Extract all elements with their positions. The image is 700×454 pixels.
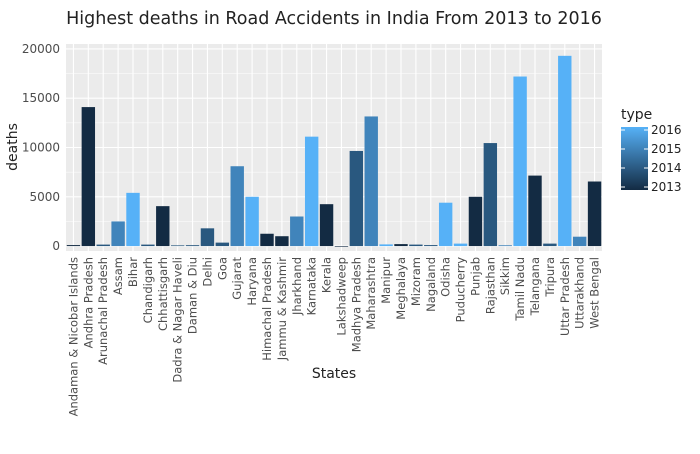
bar-tamil-nadu <box>513 76 527 247</box>
bar-jharkhand <box>290 216 304 247</box>
y-tick-label: 10000 <box>22 141 60 155</box>
bars <box>66 55 602 247</box>
legend-title: type <box>621 107 652 123</box>
legend: type 2016 2015 2014 2013 <box>621 107 682 194</box>
x-tick-label: Puducherry <box>454 257 468 323</box>
bar-chhattisgarh <box>156 206 170 247</box>
bar-delhi <box>200 228 215 247</box>
x-tick-label: Andaman & Nicobar Islands <box>66 257 80 416</box>
x-tick-label: Chandigarh <box>141 257 155 323</box>
bar-karnataka <box>304 136 319 247</box>
x-tick-label: Dadra & Nagar Haveli <box>171 257 185 383</box>
x-tick-label: Karnataka <box>305 257 319 315</box>
bar-himachal-pradesh <box>260 233 274 247</box>
bar-rajasthan <box>483 143 498 247</box>
bar-chandigarh <box>141 244 155 247</box>
x-tick-label: Nagaland <box>424 257 438 312</box>
x-tick-label: Goa <box>215 257 229 280</box>
x-tick-label: Assam <box>111 257 125 295</box>
bar-arunachal-pradesh <box>96 244 110 247</box>
bar-telangana <box>528 175 542 247</box>
bar-tripura <box>543 243 557 247</box>
bar-andaman-nicobar-islands <box>66 245 81 247</box>
bar-mizoram <box>409 244 423 247</box>
x-tick-label: Gujarat <box>230 257 244 300</box>
x-tick-label: Meghalaya <box>394 257 408 320</box>
legend-colorbar <box>621 127 648 190</box>
x-tick-label: Rajasthan <box>483 257 497 314</box>
y-axis-ticks: 0 5000 10000 15000 20000 <box>22 42 60 253</box>
x-tick-label: Manipur <box>379 257 393 304</box>
legend-label: 2016 <box>651 123 682 137</box>
x-tick-label: Bihar <box>126 257 140 287</box>
legend-label: 2015 <box>651 142 682 156</box>
x-tick-label: Uttarakhand <box>573 257 587 329</box>
bar-andhra-pradesh <box>81 107 96 247</box>
bar-gujarat <box>230 166 244 247</box>
bar-dadra-nagar-haveli <box>170 245 185 247</box>
x-tick-label: Telangana <box>528 257 542 316</box>
legend-label: 2014 <box>651 161 682 175</box>
x-tick-label: Andhra Pradesh <box>81 257 95 348</box>
bar-puducherry <box>453 243 468 247</box>
x-tick-label: Odisha <box>439 257 453 297</box>
x-tick-label: Delhi <box>200 257 214 287</box>
bar-madhya-pradesh <box>349 150 364 247</box>
bar-assam <box>111 221 125 247</box>
bar-kerala <box>319 204 334 247</box>
x-tick-label: Tripura <box>543 257 557 298</box>
y-tick-label: 0 <box>52 239 60 253</box>
x-tick-label: Madhya Pradesh <box>349 257 363 352</box>
bar-goa <box>215 242 230 247</box>
x-tick-label: Daman & Diu <box>186 257 200 334</box>
bar-jammu-kashmir <box>275 236 289 247</box>
y-tick-label: 20000 <box>22 42 60 56</box>
x-tick-label: Haryana <box>245 257 259 306</box>
x-tick-label: Jharkhand <box>290 257 304 316</box>
x-tick-label: Chhattisgarh <box>156 257 170 331</box>
bar-daman-diu <box>185 245 200 247</box>
bar-meghalaya <box>394 244 408 247</box>
x-tick-label: Arunachal Pradesh <box>96 257 110 365</box>
bar-maharashtra <box>364 116 378 247</box>
x-tick-label: Jammu & Kashmir <box>275 257 289 361</box>
x-tick-label: Punjab <box>468 257 482 296</box>
legend-label: 2013 <box>651 180 682 194</box>
x-tick-label: Kerala <box>320 257 334 293</box>
bar-odisha <box>438 202 453 247</box>
chart-title: Highest deaths in Road Accidents in Indi… <box>66 9 602 29</box>
bar-lakshadweep <box>334 246 349 247</box>
bar-nagaland <box>424 245 438 247</box>
x-tick-label: Mizoram <box>409 257 423 306</box>
bar-bihar <box>126 192 140 247</box>
x-tick-label: Sikkim <box>498 257 512 295</box>
x-tick-label: Maharashtra <box>364 257 378 330</box>
x-tick-label: West Bengal <box>588 257 602 329</box>
x-axis-ticks: Andaman & Nicobar Islands Andhra Pradesh A… <box>66 257 601 417</box>
bar-sikkim <box>498 245 512 247</box>
bar-haryana <box>245 196 259 247</box>
x-tick-label: Lakshadweep <box>334 257 348 336</box>
y-tick-label: 15000 <box>22 91 60 105</box>
y-axis-title: deaths <box>5 123 21 171</box>
bar-punjab <box>468 196 483 247</box>
bar-manipur <box>379 244 393 247</box>
x-axis-title: States <box>312 366 356 382</box>
bar-uttar-pradesh <box>558 55 572 247</box>
bar-uttarakhand <box>572 236 587 247</box>
bar-west-bengal <box>587 181 602 247</box>
x-tick-label: Tamil Nadu <box>513 257 527 322</box>
x-tick-label: Uttar Pradesh <box>558 257 572 336</box>
x-tick-label: Himachal Pradesh <box>260 257 274 361</box>
y-tick-label: 5000 <box>29 190 60 204</box>
